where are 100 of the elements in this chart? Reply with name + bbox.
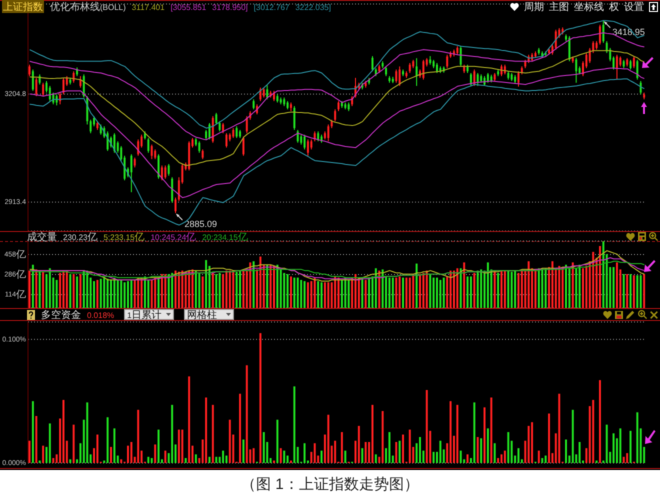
bar <box>612 433 615 463</box>
candlestick <box>48 85 51 102</box>
bar <box>140 278 143 308</box>
bar <box>558 266 560 308</box>
bar <box>395 278 398 308</box>
bar <box>626 274 628 308</box>
bar <box>69 459 72 463</box>
bar <box>69 274 72 308</box>
candlestick <box>222 122 224 134</box>
bar <box>578 442 581 463</box>
bar <box>408 430 411 463</box>
candlestick <box>236 126 238 138</box>
bar <box>572 410 574 463</box>
bar <box>283 272 286 308</box>
bar <box>439 280 442 308</box>
bar <box>106 278 109 308</box>
annotation: 坐标线 <box>574 2 604 13</box>
bar <box>293 278 296 308</box>
dropdown: 网格柱 <box>184 309 234 320</box>
candlestick <box>296 129 299 144</box>
bar <box>494 270 496 308</box>
bar <box>408 278 411 308</box>
annotation: 3222.035] <box>295 3 331 12</box>
candlestick <box>317 130 320 142</box>
bar <box>160 274 163 308</box>
bar <box>317 281 320 308</box>
bar <box>113 278 116 308</box>
candlestick <box>42 82 44 97</box>
bar <box>371 404 374 463</box>
bar <box>147 456 150 463</box>
bar <box>212 272 214 308</box>
bar <box>320 450 323 463</box>
bar <box>181 430 184 463</box>
bar <box>259 256 262 308</box>
candlestick <box>38 74 41 86</box>
bar <box>470 276 472 308</box>
bar <box>113 428 116 463</box>
bar <box>130 442 132 463</box>
bar <box>640 275 642 308</box>
bar <box>222 450 224 463</box>
bar <box>382 411 384 463</box>
candlestick <box>262 87 265 98</box>
candlestick <box>32 69 34 92</box>
candlestick <box>636 59 638 80</box>
bar <box>334 440 336 463</box>
candlestick <box>242 136 244 156</box>
bar <box>504 450 506 463</box>
bar <box>636 412 638 463</box>
bar <box>456 268 458 308</box>
bar <box>442 278 445 308</box>
bar <box>76 276 78 308</box>
bar <box>218 272 221 308</box>
bar <box>52 458 54 463</box>
bar <box>419 274 422 308</box>
bar <box>164 450 166 463</box>
bar <box>558 394 560 463</box>
candlestick <box>598 24 601 46</box>
candlestick <box>130 154 132 193</box>
candlestick <box>252 98 255 110</box>
bar <box>504 270 506 308</box>
bar <box>276 420 278 463</box>
bar <box>450 270 452 308</box>
bar <box>565 440 568 463</box>
bar <box>62 270 64 308</box>
bar <box>473 402 476 463</box>
bar <box>304 443 306 463</box>
candlestick <box>334 108 336 122</box>
bar <box>222 274 224 308</box>
bar <box>616 262 618 308</box>
bar <box>548 414 550 463</box>
bar <box>432 278 435 308</box>
bar <box>541 268 544 308</box>
bar <box>168 274 170 308</box>
bar <box>35 269 38 308</box>
bar <box>426 270 428 308</box>
bar <box>358 426 360 463</box>
candlestick <box>616 54 618 80</box>
candlestick <box>79 76 82 88</box>
chart-subtitle: 优化布林线(BOLL) <box>50 2 126 13</box>
bar <box>270 264 272 308</box>
candlestick <box>446 54 448 69</box>
candlestick <box>225 132 228 148</box>
bar <box>154 278 156 308</box>
bar <box>66 270 68 308</box>
bar <box>252 261 255 308</box>
bar <box>534 269 536 308</box>
candlestick <box>371 56 374 72</box>
bar <box>361 278 364 308</box>
candlestick <box>476 72 479 86</box>
bar <box>86 402 88 463</box>
bar <box>327 282 330 308</box>
bar <box>358 278 360 308</box>
bar <box>38 270 41 308</box>
candlestick <box>232 128 234 138</box>
bar <box>192 269 194 308</box>
candlestick <box>632 56 635 69</box>
text: 10:245.24亿 <box>150 232 196 243</box>
candlestick <box>338 100 340 112</box>
annotation: 3178.950] <box>212 3 248 12</box>
annotation: [3012.767 <box>254 3 290 12</box>
